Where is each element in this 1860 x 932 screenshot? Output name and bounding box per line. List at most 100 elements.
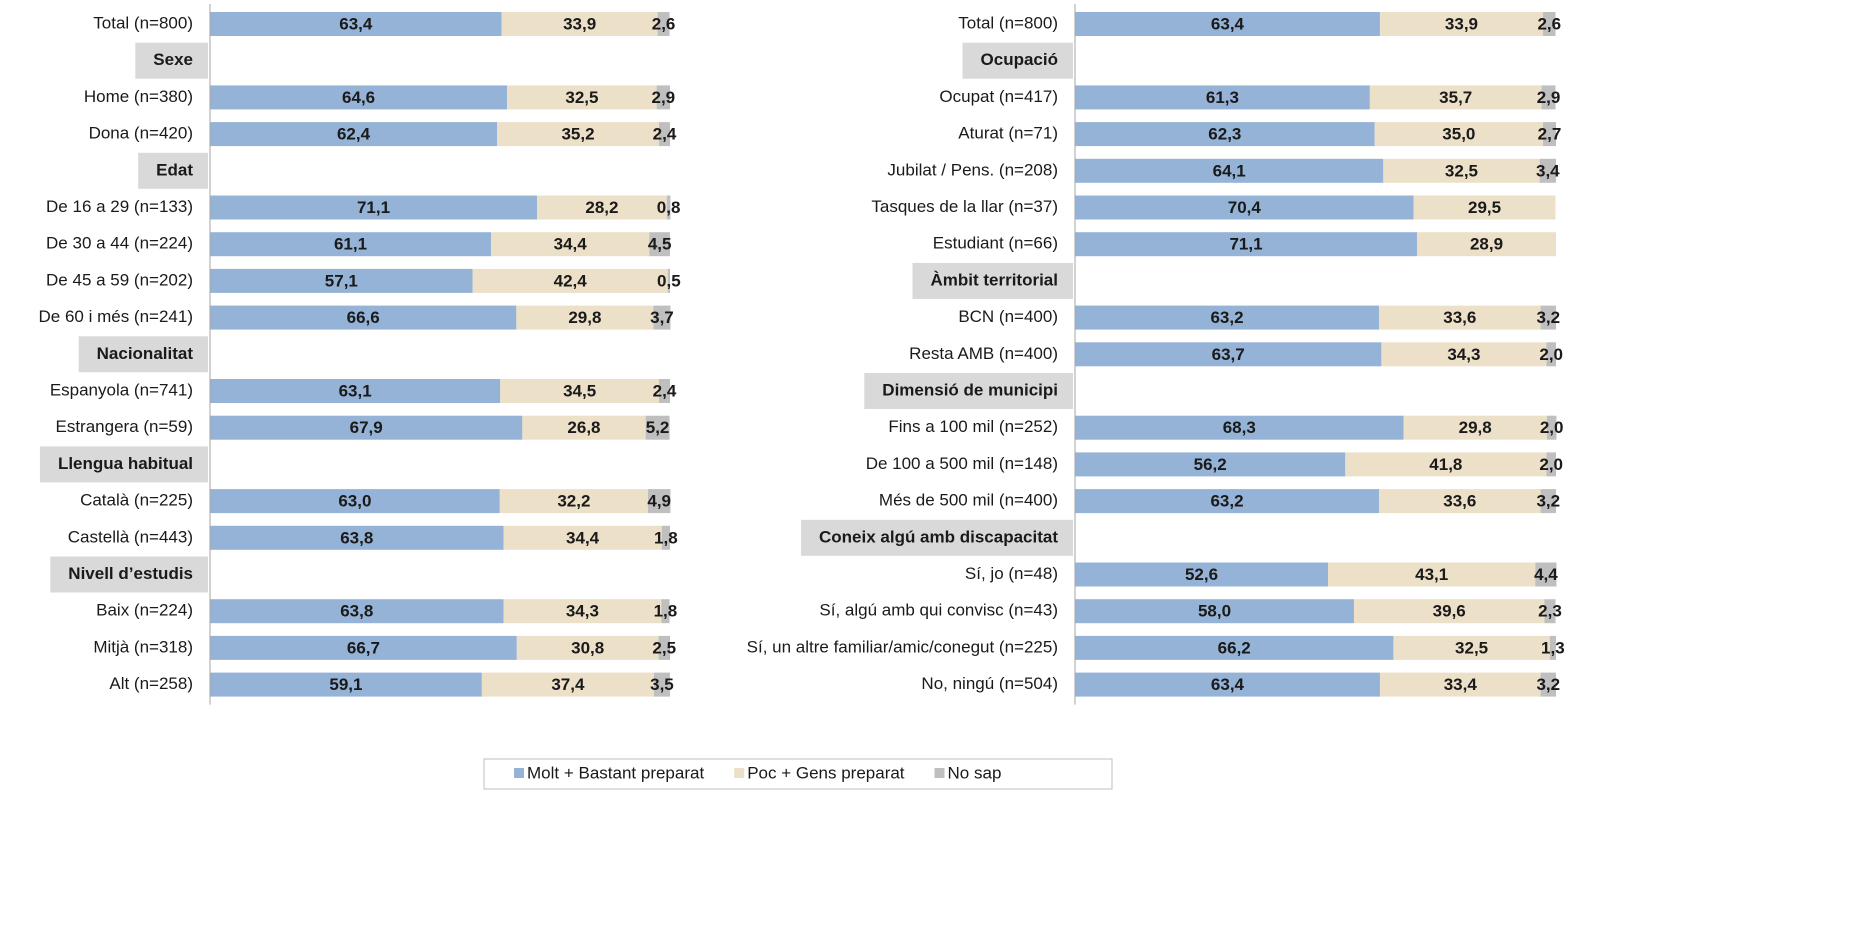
category-label: Estudiant (n=66) — [933, 234, 1058, 253]
value-label: 35,0 — [1442, 125, 1475, 144]
value-label: 58,0 — [1198, 602, 1231, 621]
value-label: 63,4 — [1211, 675, 1245, 694]
bar-segment — [1546, 415, 1557, 440]
value-label: 3,2 — [1536, 308, 1560, 327]
category-label: BCN (n=400) — [958, 307, 1058, 326]
value-label: 39,6 — [1433, 602, 1466, 621]
value-label: 2,0 — [1540, 418, 1564, 437]
value-label: 29,8 — [568, 308, 601, 327]
bar-segment — [1328, 562, 1536, 587]
value-label: 3,5 — [650, 675, 674, 694]
value-label: 33,6 — [1443, 308, 1476, 327]
category-label: De 16 a 29 (n=133) — [46, 197, 193, 216]
bar-segment — [1075, 12, 1380, 36]
section-header: Sexe — [153, 50, 193, 69]
value-label: 2,3 — [1538, 602, 1562, 621]
section-header: Dimensió de municipi — [882, 380, 1058, 399]
value-label: 63,8 — [340, 602, 373, 621]
value-label: 52,6 — [1185, 565, 1218, 584]
category-label: Fins a 100 mil (n=252) — [888, 417, 1058, 436]
section-header: Nivell d’estudis — [68, 564, 193, 583]
bar-segment — [503, 525, 662, 550]
bar-segment — [210, 305, 517, 330]
bar-segment — [1544, 599, 1556, 624]
value-label: 33,6 — [1443, 492, 1476, 511]
value-label: 57,1 — [325, 271, 358, 290]
bar-segment — [210, 12, 502, 36]
category-label: Espanyola (n=741) — [50, 380, 193, 399]
bar-segment — [1383, 158, 1540, 183]
bar-segment — [649, 232, 670, 257]
bar-segment — [1381, 342, 1547, 367]
category-label: Aturat (n=71) — [958, 124, 1058, 143]
bar-segment — [1378, 489, 1541, 514]
bar-segment — [501, 12, 658, 36]
value-label: 28,2 — [585, 198, 618, 217]
bar-segment — [1541, 85, 1556, 110]
category-label: Mitjà (n=318) — [93, 637, 193, 656]
bar-segment — [1075, 452, 1346, 477]
value-label: 66,6 — [347, 308, 380, 327]
value-label: 1,3 — [1541, 638, 1565, 657]
bar-segment — [507, 85, 657, 110]
category-label: Baix (n=224) — [96, 601, 193, 620]
bar-segment — [516, 305, 654, 330]
value-label: 4,4 — [1534, 565, 1558, 584]
category-label: De 30 a 44 (n=224) — [46, 234, 193, 253]
bar-segment — [1549, 635, 1556, 660]
bar-segment — [1416, 232, 1556, 257]
bar-segment — [1075, 195, 1414, 220]
section-header-bg — [864, 373, 1073, 409]
bar-segment — [1075, 232, 1417, 257]
value-label: 71,1 — [357, 198, 390, 217]
value-label: 63,2 — [1210, 308, 1243, 327]
value-label: 2,9 — [652, 88, 676, 107]
bar-segment — [1539, 158, 1556, 183]
bar-segment — [658, 379, 670, 403]
value-label: 26,8 — [567, 418, 600, 437]
bar-segment — [1075, 415, 1404, 440]
value-label: 5,2 — [646, 418, 670, 437]
legend-swatch — [734, 768, 745, 778]
value-label: 30,8 — [571, 638, 604, 657]
value-label: 4,9 — [647, 492, 671, 511]
bar-segment — [537, 195, 667, 220]
category-label: Sí, jo (n=48) — [965, 564, 1058, 583]
value-label: 34,3 — [1447, 345, 1480, 364]
value-label: 63,7 — [1212, 345, 1245, 364]
category-label: Total (n=800) — [93, 13, 193, 32]
bar-segment — [1374, 122, 1544, 147]
value-label: 2,5 — [652, 638, 676, 657]
value-label: 64,1 — [1213, 161, 1246, 180]
value-label: 4,5 — [648, 235, 672, 254]
bar-segment — [210, 489, 500, 514]
value-label: 32,5 — [1455, 638, 1488, 657]
category-label: De 45 a 59 (n=202) — [46, 270, 193, 289]
value-label: 61,1 — [334, 235, 367, 254]
bar-segment — [1075, 635, 1394, 660]
value-label: 63,2 — [1210, 492, 1243, 511]
bar-segment — [1075, 599, 1354, 624]
category-label: De 100 a 500 mil (n=148) — [866, 454, 1058, 473]
bar-segment — [661, 525, 670, 550]
value-label: 42,4 — [554, 271, 588, 290]
bar-segment — [1075, 305, 1379, 330]
bar-segment — [658, 122, 670, 147]
value-label: 71,1 — [1229, 235, 1262, 254]
section-header-bg — [39, 446, 208, 483]
value-label: 63,0 — [338, 492, 371, 511]
legend-label: No sap — [948, 763, 1002, 782]
value-label: 43,1 — [1415, 565, 1448, 584]
bar-segment — [1075, 122, 1375, 147]
bar-segment — [210, 599, 504, 624]
section-header: Àmbit territorial — [930, 270, 1058, 289]
section-header-bg — [50, 556, 208, 593]
value-label: 2,6 — [652, 14, 676, 33]
bar-segment — [1540, 672, 1556, 697]
bar-segment — [658, 635, 670, 660]
value-label: 63,8 — [340, 528, 373, 547]
value-label: 70,4 — [1228, 198, 1262, 217]
bar-segment — [472, 268, 668, 293]
value-label: 2,7 — [1538, 125, 1562, 144]
bar-segment — [1393, 635, 1550, 660]
